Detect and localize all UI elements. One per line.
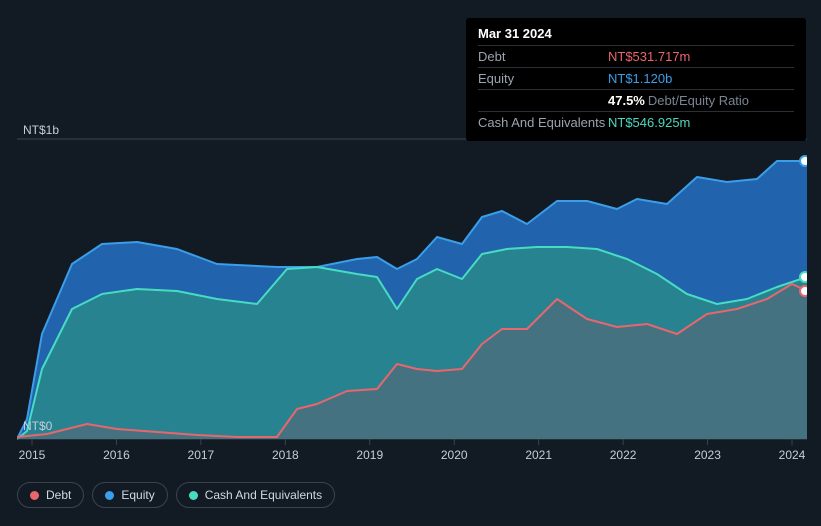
tooltip-debt-value: NT$531.717m — [608, 49, 690, 64]
chart-svg: 2015 2016 2017 2018 2019 2020 2021 2022 2023 2024 — [17, 125, 807, 470]
svg-text:2021: 2021 — [525, 448, 552, 462]
svg-text:2024: 2024 — [779, 448, 806, 462]
legend-label-debt: Debt — [46, 488, 71, 502]
tooltip-row-cash: Cash And Equivalents NT$546.925m — [478, 111, 794, 133]
tooltip-equity-label: Equity — [478, 71, 608, 86]
yaxis-label-top: NT$1b — [23, 123, 35, 137]
yaxis-label-bottom: NT$0 — [23, 419, 35, 433]
tooltip-ratio-pct: 47.5% — [608, 93, 645, 108]
svg-text:2022: 2022 — [610, 448, 637, 462]
svg-text:2016: 2016 — [103, 448, 130, 462]
tooltip-cash-label: Cash And Equivalents — [478, 115, 608, 130]
svg-text:2015: 2015 — [19, 448, 46, 462]
svg-text:2020: 2020 — [441, 448, 468, 462]
tooltip-equity-value: NT$1.120b — [608, 71, 672, 86]
tooltip-date: Mar 31 2024 — [478, 26, 794, 45]
legend-dot-cash — [189, 491, 198, 500]
data-tooltip: Mar 31 2024 Debt NT$531.717m Equity NT$1… — [466, 18, 806, 141]
legend-item-cash[interactable]: Cash And Equivalents — [176, 482, 335, 508]
chart-legend: Debt Equity Cash And Equivalents — [17, 482, 335, 508]
tooltip-ratio-label — [478, 93, 608, 108]
tooltip-row-ratio: 47.5%Debt/Equity Ratio — [478, 89, 794, 111]
debt-equity-chart[interactable]: NT$1b NT$0 20152016201720182019202020212… — [17, 125, 807, 470]
svg-text:2019: 2019 — [356, 448, 383, 462]
tooltip-ratio-value: 47.5%Debt/Equity Ratio — [608, 93, 749, 108]
legend-dot-equity — [105, 491, 114, 500]
tooltip-ratio-text: Debt/Equity Ratio — [648, 93, 749, 108]
legend-item-debt[interactable]: Debt — [17, 482, 84, 508]
tooltip-row-equity: Equity NT$1.120b — [478, 67, 794, 89]
tooltip-debt-label: Debt — [478, 49, 608, 64]
svg-text:2018: 2018 — [272, 448, 299, 462]
svg-text:2017: 2017 — [188, 448, 215, 462]
legend-item-equity[interactable]: Equity — [92, 482, 167, 508]
tooltip-row-debt: Debt NT$531.717m — [478, 45, 794, 67]
legend-label-cash: Cash And Equivalents — [205, 488, 322, 502]
svg-text:2023: 2023 — [694, 448, 721, 462]
legend-label-equity: Equity — [121, 488, 154, 502]
tooltip-cash-value: NT$546.925m — [608, 115, 690, 130]
legend-dot-debt — [30, 491, 39, 500]
